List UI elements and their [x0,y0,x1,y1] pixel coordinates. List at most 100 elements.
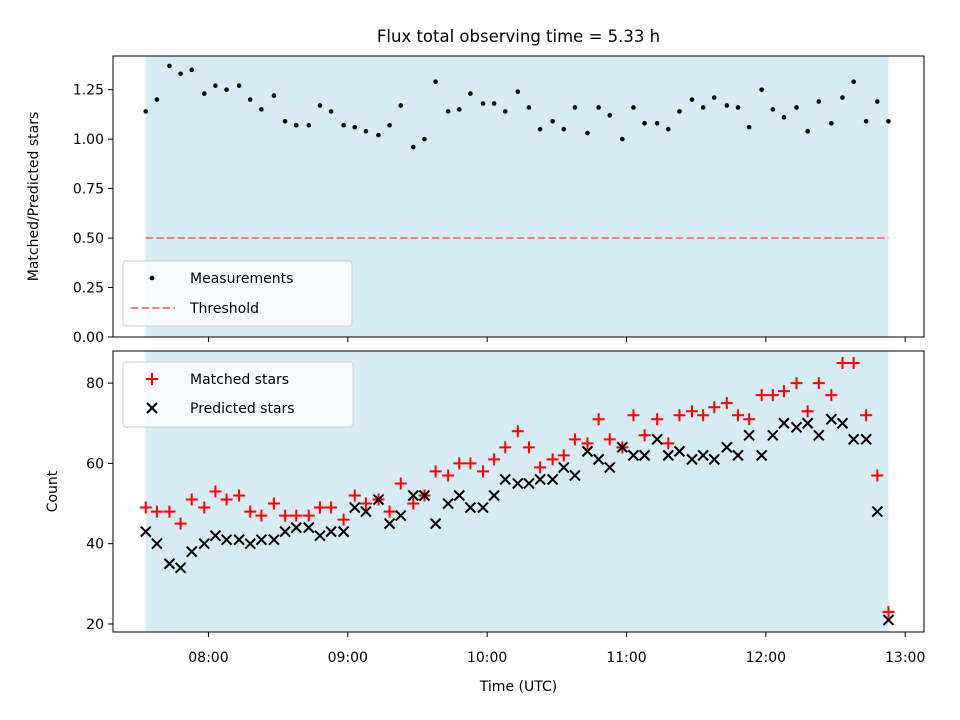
predicted-star-marker [813,429,825,442]
measurement-point [550,119,555,124]
measurement-point [213,83,218,88]
matched-star-marker [755,389,768,402]
measurement-point [410,144,416,150]
x-tick-label: 09:00 [328,650,368,666]
matched-star-marker [313,501,326,514]
measurement-point [526,105,532,110]
measurement-point [781,115,787,120]
matched-star-marker [359,497,372,510]
measurement-point [306,122,312,128]
measurement-point [387,122,392,128]
predicted-star-marker [708,453,720,466]
y-tick-label: 20 [86,617,104,633]
predicted-star-marker [140,525,152,538]
measurement-point [178,71,183,77]
measurement-point [398,103,404,108]
predicted-star-marker [673,445,686,458]
predicted-star-marker [604,461,616,474]
measurement-point [201,91,207,96]
measurement-point [665,126,671,132]
matched-star-marker [442,469,455,482]
matched-star-marker [825,389,838,402]
top-legend-box [122,260,353,327]
matched-star-marker [836,357,849,370]
matched-star-marker [662,437,675,450]
predicted-star-marker [198,537,210,550]
top-y-axis-ticks: 0.00 0.25 0.50 0.75 1.00 1.25 [73,83,113,346]
predicted-star-marker [442,497,454,510]
measurement-point [759,87,764,92]
top-legend: Measurements Threshold [122,260,353,327]
predicted-star-marker [581,445,594,458]
predicted-star-marker [279,525,291,538]
legend-predicted-marker [146,402,158,414]
chart-title: Flux total observing time = 5.33 h [377,27,660,46]
matched-star-marker [534,461,547,474]
predicted-star-marker [721,441,733,454]
matched-star-marker [429,465,442,478]
matched-star-marker [139,501,152,514]
measurement-point [352,124,358,130]
matched-star-marker [882,605,895,618]
measurement-point [735,105,741,110]
predicted-star-marker [767,429,779,442]
measurement-point [282,119,288,124]
matched-star-marker [708,401,721,414]
predicted-star-marker [499,473,511,486]
predicted-star-marker [337,525,350,538]
measurement-point [620,136,625,142]
predicted-star-marker [743,429,755,442]
measurement-point [700,105,706,110]
measurement-point [689,97,695,102]
predicted-star-marker [372,493,385,506]
measurement-point [724,103,730,108]
matched-star-marker [279,509,292,522]
legend-matched-label: Matched stars [190,372,289,388]
matched-star-marker [209,485,222,498]
measurement-point [154,97,160,102]
matched-star-marker [383,505,396,518]
matched-star-marker [220,493,233,506]
bottom-axes-frame [112,350,925,633]
predicted-star-marker [651,433,663,446]
matched-star-marker [766,389,779,402]
matched-star-marker [185,493,198,506]
matched-star-marker [557,449,570,462]
predicted-star-marker [163,558,176,570]
predicted-star-marker [429,517,442,530]
measurement-point [341,122,346,128]
top-y-axis-label: Matched/Predicted stars [26,112,42,282]
measurement-point [259,107,264,112]
predicted-star-markers [140,413,895,626]
matched-star-marker [592,413,605,426]
predicted-star-marker [627,449,640,462]
measurement-point [293,122,299,128]
matched-star-marker [511,425,524,438]
matched-star-marker [731,409,744,422]
measurement-point [328,109,334,114]
predicted-star-marker [558,461,570,474]
matched-star-marker [522,441,535,454]
matched-star-marker [720,397,733,410]
matched-star-marker [488,453,501,466]
predicted-star-marker [871,505,884,518]
measurement-points [143,63,891,150]
measurement-point [746,124,752,130]
measurement-point [585,130,590,136]
predicted-star-marker [860,433,872,446]
measurement-point [363,128,369,134]
predicted-star-marker [244,537,256,550]
matched-star-marker [743,413,756,426]
measurement-point [433,79,438,85]
matched-star-marker [627,409,640,422]
matched-star-marker [812,377,825,390]
y-tick-label: 60 [86,456,104,472]
predicted-star-marker [825,413,838,425]
measurement-point [863,119,869,124]
matched-star-marker [603,433,616,446]
matched-star-marker [777,385,790,398]
predicted-star-marker [592,453,605,466]
measurement-point [445,109,451,114]
measurement-point [851,79,856,85]
y-tick-label: 0.00 [73,330,104,346]
